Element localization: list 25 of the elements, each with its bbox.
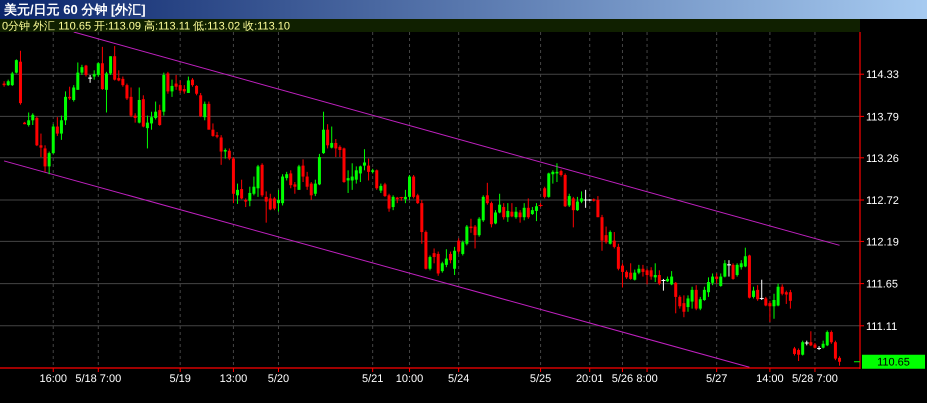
title: 美元/日元 60 分钟 [外汇]: [4, 2, 146, 17]
x-tick-label: 10:00: [396, 373, 424, 385]
x-tick-label: 5/21: [362, 373, 384, 385]
x-tick-label: 20:01: [576, 373, 604, 385]
x-tick-label: 8:00: [636, 373, 658, 385]
y-tick-label: 112.19: [866, 236, 899, 248]
x-tick-label: 5/19: [169, 373, 191, 385]
subtitle: 0分钟 外汇 110.65 开:113.09 高:113.11 低:113.02 收:113.10: [2, 20, 290, 32]
x-tick-label: 5/28 7:00: [792, 373, 838, 385]
y-tick-label: 112.72: [866, 195, 899, 207]
x-tick-label: 5/27: [706, 373, 728, 385]
x-tick-label: 14:00: [756, 373, 784, 385]
y-tick-label: 114.33: [866, 69, 899, 82]
x-tick-label: 5/20: [268, 373, 290, 385]
x-tick-label: 5/26: [612, 373, 634, 385]
x-tick-label: 16:00: [39, 373, 68, 385]
y-tick-label: 111.11: [866, 320, 898, 333]
y-tick-label: 111.65: [866, 278, 898, 291]
annotation: 110.65: [854, 354, 925, 369]
x-tick-label: 5/25: [530, 373, 552, 385]
x-tick-label: 5/24: [448, 373, 470, 385]
x-tick-label: 5/18 7:00: [75, 373, 122, 385]
x-tick-label: 13:00: [220, 373, 248, 385]
y-tick-label: 113.79: [866, 111, 899, 124]
y-tick-label: 113.26: [866, 152, 899, 165]
